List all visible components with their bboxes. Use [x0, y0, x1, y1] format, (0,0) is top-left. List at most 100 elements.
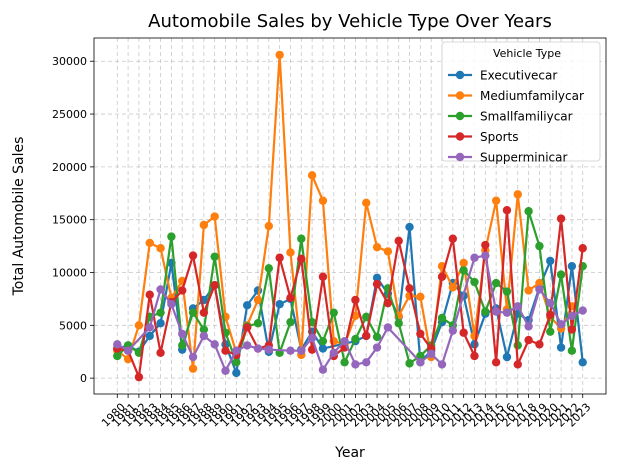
data-point-supperminicar: [232, 346, 241, 355]
data-point-mediumfamilycar: [286, 248, 295, 257]
data-point-sports: [145, 290, 154, 299]
data-point-sports: [481, 240, 490, 250]
data-point-smallfamiliycar: [264, 264, 274, 273]
data-point-supperminicar: [210, 340, 219, 349]
data-point-mediumfamilycar: [448, 283, 458, 292]
x-axis-label: Year: [334, 445, 365, 461]
data-point-sports: [437, 272, 447, 281]
data-point-smallfamiliycar: [362, 312, 371, 322]
data-point-smallfamiliycar: [286, 317, 295, 327]
data-point-smallfamiliycar: [340, 358, 349, 367]
data-point-supperminicar: [448, 326, 458, 335]
data-point-mediumfamilycar: [275, 50, 284, 60]
y-tick-label: 25000: [52, 108, 87, 121]
y-tick-label: 10000: [52, 267, 87, 280]
data-point-mediumfamilycar: [416, 292, 425, 302]
data-point-supperminicar: [318, 365, 328, 374]
data-point-supperminicar: [383, 323, 393, 332]
data-point-smallfamiliycar: [546, 327, 555, 336]
data-point-sports: [578, 244, 587, 253]
y-tick-label: 30000: [52, 55, 87, 68]
data-point-supperminicar: [221, 366, 230, 375]
data-point-executivecar: [502, 352, 512, 362]
data-point-executivecar: [546, 256, 555, 266]
data-point-smallfamiliycar: [437, 313, 447, 323]
data-point-sports: [210, 280, 219, 290]
data-point-supperminicar: [307, 333, 317, 343]
data-point-executivecar: [275, 300, 284, 309]
data-point-supperminicar: [329, 348, 338, 358]
data-point-supperminicar: [426, 349, 436, 359]
data-point-sports: [524, 335, 533, 345]
data-point-mediumfamilycar: [362, 198, 371, 207]
data-point-sports: [297, 254, 306, 263]
data-point-executivecar: [578, 358, 587, 367]
data-point-sports: [351, 295, 360, 305]
data-point-sports: [242, 323, 252, 332]
data-point-mediumfamilycar: [134, 321, 144, 330]
legend-items: Executivecar Mediumfamilycar Smallfamiliyc…: [448, 69, 584, 165]
data-point-executivecar: [405, 222, 414, 232]
data-point-smallfamiliycar: [178, 341, 187, 350]
legend-marker-sports: [455, 132, 465, 141]
data-point-smallfamiliycar: [232, 358, 241, 367]
data-point-supperminicar: [167, 300, 176, 309]
data-point-supperminicar: [437, 360, 447, 369]
legend-box: [441, 41, 601, 162]
data-point-sports: [513, 360, 522, 369]
data-point-supperminicar: [535, 285, 544, 294]
data-point-smallfamiliycar: [167, 232, 176, 241]
data-point-mediumfamilycar: [318, 196, 328, 205]
data-point-sports: [448, 234, 458, 243]
data-point-supperminicar: [416, 358, 425, 367]
data-point-sports: [275, 253, 284, 262]
data-point-supperminicar: [556, 320, 566, 329]
data-point-supperminicar: [242, 341, 252, 350]
data-point-supperminicar: [188, 352, 198, 362]
data-point-smallfamiliycar: [318, 336, 328, 346]
data-point-smallfamiliycar: [513, 341, 522, 350]
data-point-smallfamiliycar: [459, 266, 468, 275]
data-point-sports: [405, 284, 414, 293]
data-point-smallfamiliycar: [372, 332, 382, 342]
legend-label-smallfamiliycar: Smallfamiliycar: [480, 110, 573, 124]
data-point-smallfamiliycar: [199, 325, 209, 334]
data-point-smallfamiliycar: [351, 334, 360, 344]
data-point-supperminicar: [502, 308, 512, 317]
legend-label-executivecar: Executivecar: [480, 69, 557, 83]
data-point-supperminicar: [491, 307, 501, 316]
data-point-executivecar: [156, 319, 165, 328]
data-point-supperminicar: [351, 360, 360, 369]
series-sports: [113, 205, 587, 382]
series-line-sports: [117, 209, 584, 379]
data-point-mediumfamilycar: [372, 242, 382, 252]
data-point-sports: [459, 328, 468, 337]
data-point-supperminicar: [513, 302, 522, 311]
data-point-smallfamiliycar: [567, 346, 577, 355]
legend-label-mediumfamilycar: Mediumfamilycar: [480, 89, 584, 103]
data-point-supperminicar: [123, 346, 133, 355]
legend: Vehicle Type Executivecar Mediumfamilycar…: [441, 41, 601, 165]
data-point-sports: [188, 251, 198, 260]
data-point-sports: [199, 308, 209, 317]
data-point-mediumfamilycar: [145, 238, 154, 248]
data-point-mediumfamilycar: [459, 258, 468, 268]
data-point-mediumfamilycar: [210, 212, 219, 221]
data-point-supperminicar: [362, 358, 371, 367]
data-point-sports: [502, 205, 512, 215]
data-point-smallfamiliycar: [210, 252, 219, 261]
data-point-supperminicar: [524, 322, 533, 331]
data-point-sports: [318, 272, 328, 281]
data-point-mediumfamilycar: [383, 247, 393, 256]
data-point-sports: [535, 340, 544, 349]
data-point-mediumfamilycar: [491, 196, 501, 205]
data-point-sports: [178, 286, 187, 295]
data-point-supperminicar: [264, 345, 274, 354]
data-point-sports: [372, 279, 382, 289]
data-point-smallfamiliycar: [491, 278, 501, 288]
y-tick-label: 0: [80, 372, 87, 385]
data-point-mediumfamilycar: [307, 171, 317, 180]
data-point-supperminicar: [199, 331, 209, 341]
data-point-executivecar: [567, 261, 577, 271]
